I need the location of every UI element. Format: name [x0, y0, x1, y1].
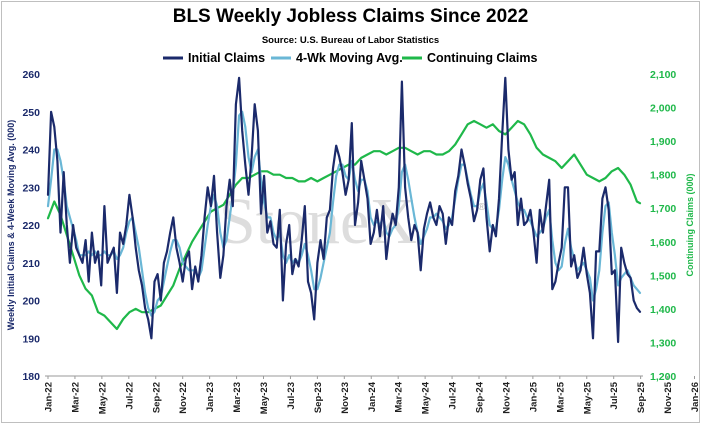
- x-tick-label: May-22: [97, 382, 108, 414]
- y-left-tick-label: 260: [22, 69, 40, 81]
- legend: Initial Claims 4-Wk Moving Avg. Continui…: [163, 51, 537, 65]
- series-layer: [46, 76, 642, 344]
- x-axis: Jan-22 Mar-22 May-22 Jul-22 Sep-22 Nov-22 Jan-…: [44, 376, 701, 414]
- y-right-tick-label: 1,700: [650, 203, 676, 215]
- y-axis-left-title: Weekly Initial Claims & 4-Week Moving Av…: [6, 120, 16, 331]
- x-tick-label: Mar-22: [70, 382, 81, 413]
- x-tick-label: Jan-22: [44, 382, 55, 412]
- chart-title: BLS Weekly Jobless Claims Since 2022: [172, 6, 529, 27]
- x-tick-label: May-24: [421, 381, 432, 414]
- initial-claims-line: [46, 76, 642, 344]
- chart-subtitle: Source: U.S. Bureau of Labor Statistics: [261, 35, 440, 46]
- y-left-tick-label: 240: [22, 145, 40, 157]
- x-tick-label: Nov-22: [178, 382, 189, 414]
- x-tick-label: May-25: [582, 381, 593, 414]
- x-tick-label: Jan-26: [690, 382, 701, 412]
- x-tick-label: Jan-25: [528, 381, 539, 412]
- y-right-tick-label: 1,400: [650, 304, 676, 316]
- y-right-tick-label: 1,600: [650, 237, 676, 249]
- x-tick-label: Nov-24: [501, 381, 512, 413]
- moving-avg-line: [46, 110, 642, 317]
- y-right-tick-label: 1,200: [650, 371, 676, 383]
- y-right-tick-label: 2,000: [650, 103, 676, 115]
- y-right-tick-label: 1,500: [650, 270, 676, 282]
- y-right-tick-label: 2,100: [650, 69, 676, 81]
- x-tick-label: Nov-25: [663, 381, 674, 413]
- legend-label-continuing-claims: Continuing Claims: [427, 51, 537, 65]
- y-right-tick-label: 1,800: [650, 170, 676, 182]
- x-tick-label: Mar-23: [232, 382, 243, 413]
- y-left-tick-label: 190: [22, 333, 40, 345]
- y-left-tick-label: 200: [22, 296, 40, 308]
- y-left-tick-label: 220: [22, 220, 40, 232]
- x-tick-label: Jan-23: [205, 382, 216, 412]
- x-tick-label: Jan-24: [367, 381, 378, 412]
- y-axis-right: 1,200 1,300 1,400 1,500 1,600 1,700 1,800 1,900…: [650, 69, 676, 383]
- y-left-tick-label: 250: [22, 107, 40, 119]
- x-tick-label: Sep-24: [475, 381, 486, 413]
- x-tick-label: Sep-23: [313, 382, 324, 413]
- y-right-tick-label: 1,300: [650, 337, 676, 349]
- y-axis-left: 180 190 200 210 220 230 240 250 260: [22, 69, 40, 383]
- legend-label-initial-claims: Initial Claims: [188, 51, 265, 65]
- x-tick-label: Jul-25: [609, 381, 620, 409]
- x-tick-label: May-23: [259, 382, 270, 414]
- y-left-tick-label: 230: [22, 182, 40, 194]
- x-tick-label: Nov-23: [340, 382, 351, 414]
- x-tick-label: Mar-24: [394, 381, 405, 412]
- y-left-tick-label: 210: [22, 258, 40, 270]
- y-left-tick-label: 180: [22, 371, 40, 383]
- watermark-registered-mark: ®: [478, 202, 486, 213]
- x-tick-label: Jul-22: [124, 382, 135, 409]
- legend-label-moving-avg: 4-Wk Moving Avg.: [296, 51, 403, 65]
- x-tick-label: Jul-24: [448, 381, 459, 409]
- y-right-tick-label: 1,900: [650, 136, 676, 148]
- x-tick-label: Sep-22: [151, 382, 162, 413]
- y-axis-right-title: Continuing Claims (000): [685, 173, 695, 276]
- x-tick-label: Jul-23: [286, 382, 297, 409]
- x-tick-label: Sep-25: [636, 381, 647, 413]
- x-tick-label: Mar-25: [555, 381, 566, 412]
